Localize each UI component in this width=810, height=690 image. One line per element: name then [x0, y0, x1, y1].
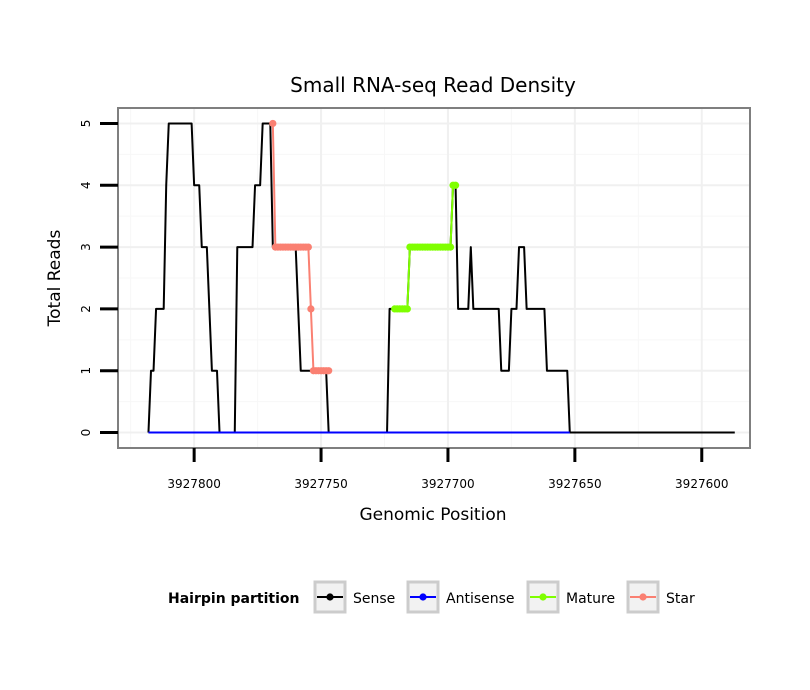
x-axis-title: Genomic Position: [359, 505, 506, 525]
legend-label-sense: Sense: [353, 591, 395, 607]
legend-dot-sense: [326, 593, 334, 601]
legend-label-mature: Mature: [566, 591, 615, 607]
x-axis: 3927800 3927750 3927700 3927650 3927600: [167, 448, 729, 491]
y-tick-label: 1: [79, 367, 93, 375]
x-tick-label: 3927700: [421, 477, 474, 491]
legend-entry-mature: Mature: [526, 580, 615, 614]
mature-point: [446, 243, 455, 251]
legend-dot-star: [639, 593, 647, 601]
plot-border: [117, 107, 751, 449]
legend-label-antisense: Antisense: [446, 591, 515, 607]
legend-entry-sense: Sense: [313, 580, 395, 614]
sense-series-line: [147, 122, 735, 434]
x-tick-label: 3927600: [675, 477, 728, 491]
x-tick-label: 3927750: [294, 477, 347, 491]
star-point: [304, 243, 312, 251]
star-point: [325, 367, 333, 375]
legend-label-star: Star: [666, 591, 695, 607]
y-axis: 0 1 2 3 4 5: [79, 120, 118, 437]
y-tick-label: 4: [79, 181, 93, 189]
y-tick-label: 3: [79, 243, 93, 251]
star-point: [269, 119, 277, 128]
legend-entry-antisense: Antisense: [406, 580, 515, 614]
plot-panel: [117, 107, 751, 449]
legend: Hairpin partition Sense Antisense Mature St…: [168, 580, 695, 614]
chart-title: Small RNA-seq Read Density: [290, 73, 576, 97]
mature-point: [451, 181, 460, 189]
star-point: [307, 305, 315, 313]
y-axis-title: Total Reads: [45, 230, 65, 328]
legend-entry-star: Star: [626, 580, 695, 614]
series-points: [269, 119, 460, 375]
y-tick-label: 0: [79, 429, 93, 437]
y-tick-label: 5: [79, 120, 93, 128]
legend-entries: Sense Antisense Mature Star: [313, 580, 695, 614]
mature-point: [403, 305, 411, 313]
x-tick-label: 3927650: [548, 477, 601, 491]
y-tick-label: 2: [79, 305, 93, 313]
legend-dot-antisense: [419, 593, 427, 601]
grid-lines: [118, 108, 750, 448]
legend-dot-mature: [539, 593, 547, 601]
legend-title: Hairpin partition: [168, 591, 299, 607]
x-tick-label: 3927800: [167, 477, 220, 491]
